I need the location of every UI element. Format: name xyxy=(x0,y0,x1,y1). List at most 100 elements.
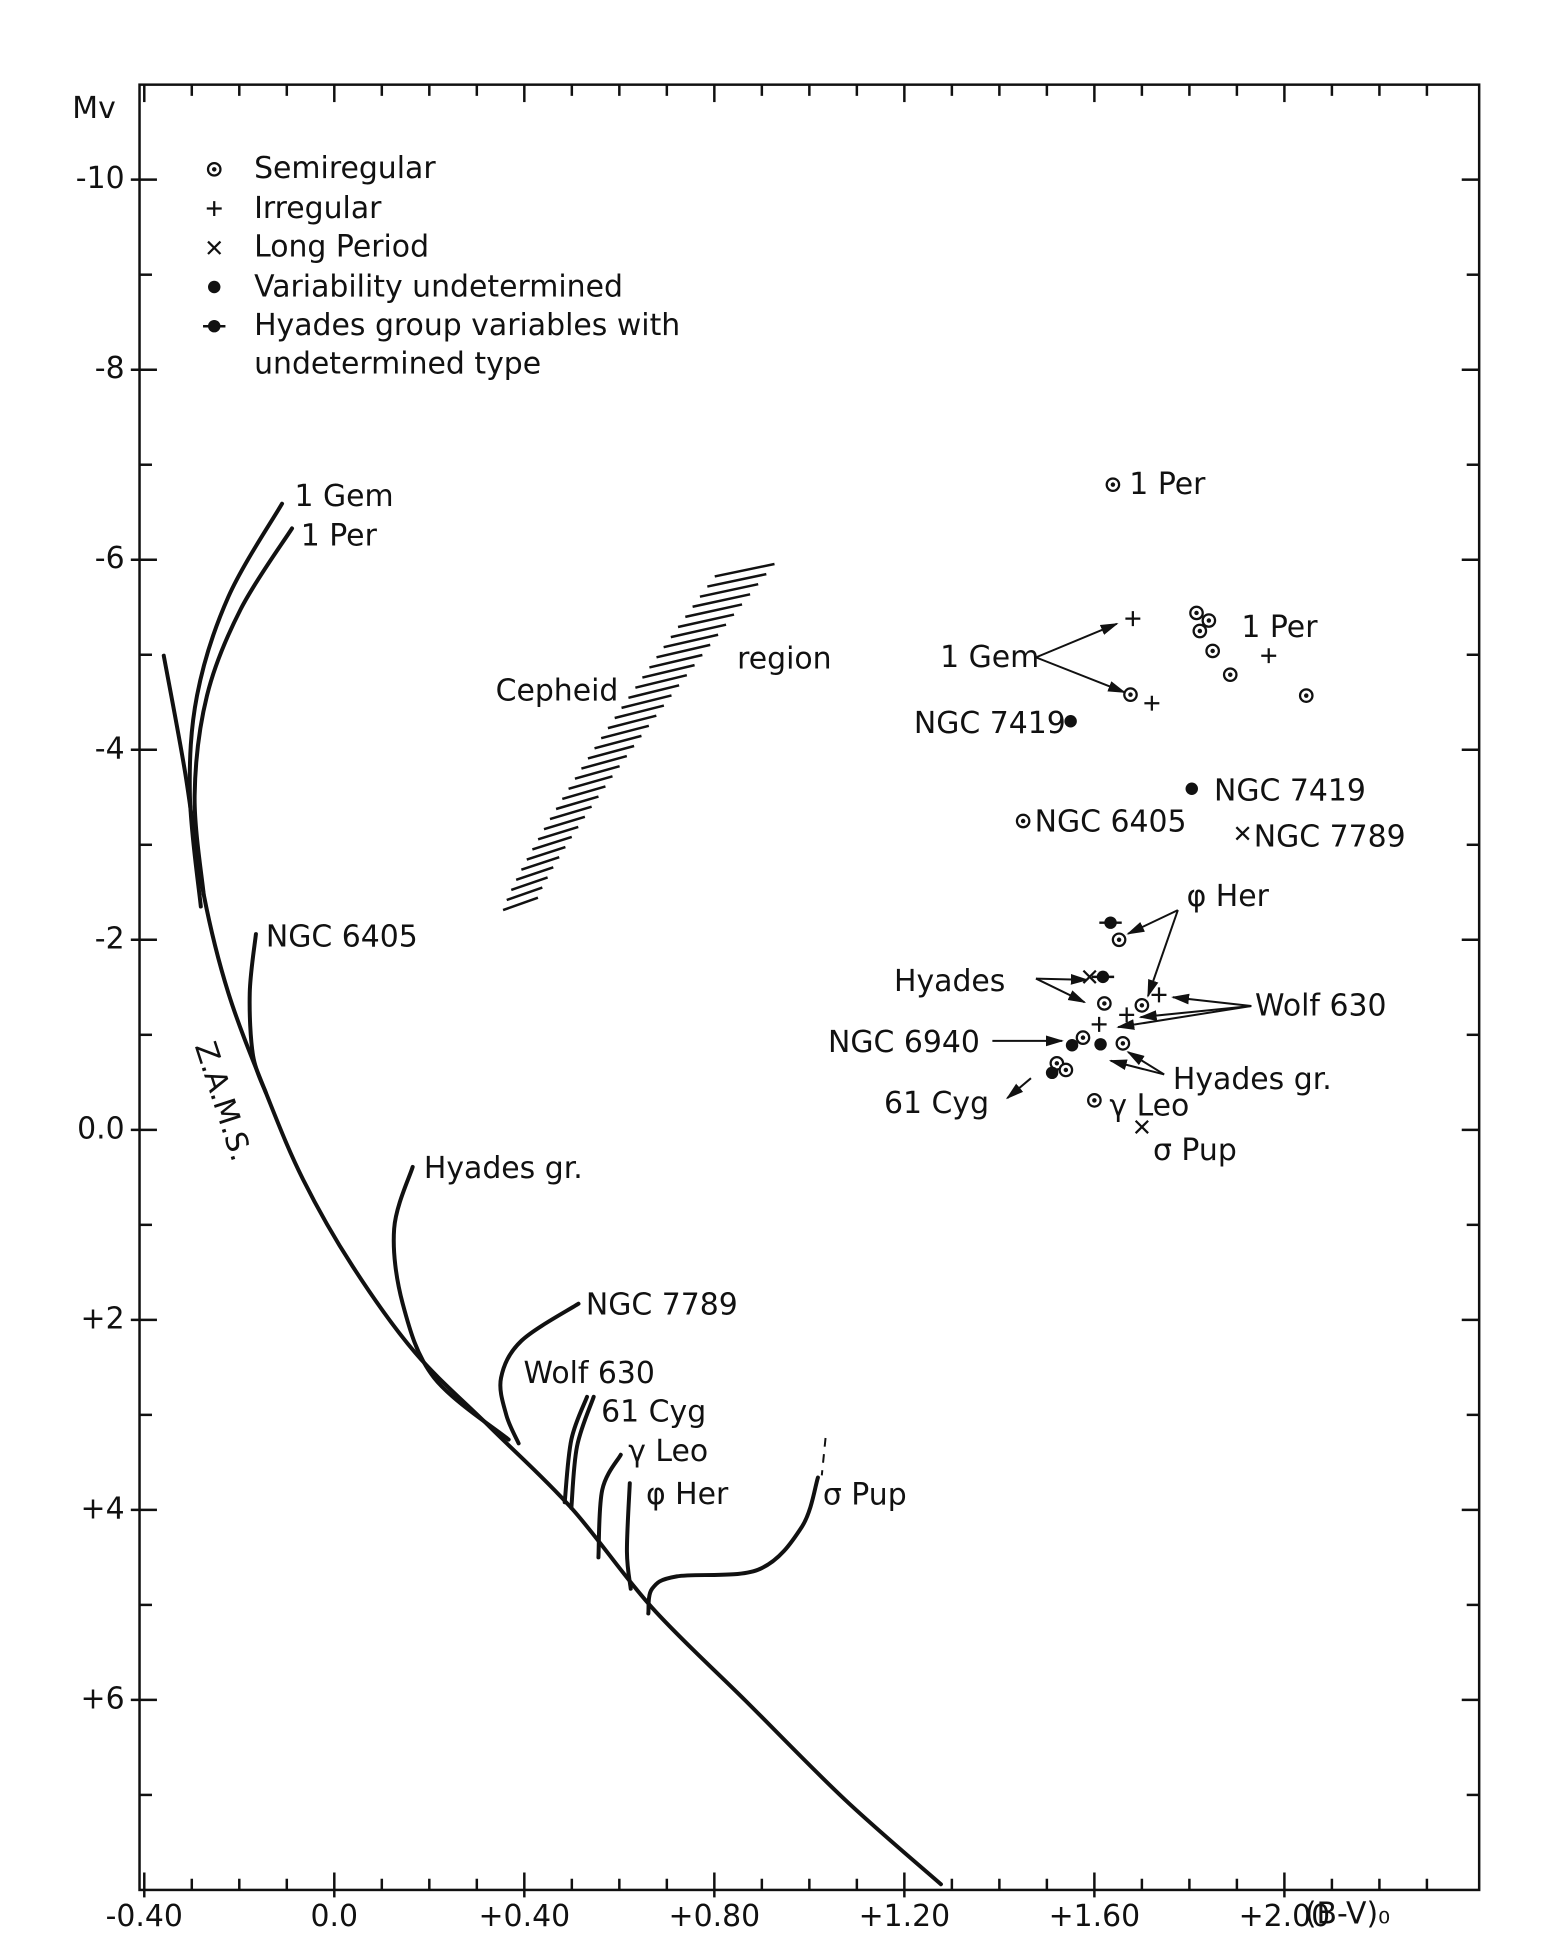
x-tick-label: +1.20 xyxy=(859,1899,951,1934)
marker-part xyxy=(1063,1067,1069,1073)
x-tick-label: 0.0 xyxy=(311,1899,359,1934)
marker-part xyxy=(1125,611,1141,627)
marker-part xyxy=(1116,937,1122,943)
point xyxy=(1134,1119,1149,1134)
legend-marker xyxy=(206,161,222,177)
point xyxy=(1205,643,1221,659)
point xyxy=(1261,648,1277,664)
point xyxy=(1094,1038,1107,1051)
marker-part xyxy=(208,280,221,294)
arrow xyxy=(1171,993,1252,1007)
marker-part xyxy=(1082,969,1097,984)
y-tick-label: +6 xyxy=(81,1681,125,1716)
arrow xyxy=(1147,909,1179,998)
point xyxy=(1097,996,1112,1011)
marker-part xyxy=(206,201,222,217)
evolution-track xyxy=(192,526,295,897)
point xyxy=(1082,969,1097,984)
track-label: NGC 7789 xyxy=(586,1288,738,1323)
point xyxy=(1091,1016,1107,1032)
cepheid-hatch xyxy=(685,603,743,619)
annotation: 61 Cyg xyxy=(884,1086,989,1121)
marker-part xyxy=(1091,1016,1107,1032)
evolution-track xyxy=(624,1481,633,1591)
track-label: Wolf 630 xyxy=(524,1356,655,1391)
legend-label: Hyades group variables with undetermined… xyxy=(254,307,681,381)
point xyxy=(1123,687,1138,702)
legend-entry: Variability undetermined xyxy=(254,268,623,303)
marker-part xyxy=(1194,610,1199,616)
annotation: 1 Per xyxy=(1129,467,1206,502)
cepheid-hatch xyxy=(635,674,688,689)
x-tick-label: +2.00 xyxy=(1239,1899,1331,1934)
marker-part xyxy=(1139,1003,1145,1008)
arrows xyxy=(820,622,1252,1476)
marker-part xyxy=(1065,1039,1079,1052)
track-extension xyxy=(820,1437,827,1476)
cepheid-hatch xyxy=(581,754,628,770)
cepheid-hatch xyxy=(594,734,642,750)
marker-part xyxy=(1104,916,1117,929)
annotation: 1 Gem xyxy=(940,640,1039,675)
cepheid-hatch xyxy=(699,582,759,598)
marker-part xyxy=(208,319,221,333)
cepheid-hatch xyxy=(520,856,560,871)
x-tick-label: +0.80 xyxy=(669,1899,761,1934)
marker-part xyxy=(211,167,217,172)
evolution-track xyxy=(187,501,285,909)
legend-entry: Irregular xyxy=(254,189,382,225)
legend-marker xyxy=(203,319,226,333)
evolution-track xyxy=(562,1394,590,1505)
cepheid-hatch xyxy=(515,866,554,881)
y-axis-label: Mv xyxy=(72,91,115,126)
cepheid-hatch xyxy=(587,744,635,760)
annotation: NGC 7789 xyxy=(1254,819,1406,854)
x-tick-label: +0.40 xyxy=(479,1899,571,1934)
point xyxy=(1201,613,1217,628)
marker-part xyxy=(1206,618,1212,623)
point xyxy=(1058,1062,1074,1078)
legend-label: Irregular xyxy=(254,189,382,225)
marker-part xyxy=(1092,1098,1097,1103)
marker-part xyxy=(1102,1001,1107,1006)
arrow xyxy=(1035,977,1087,1004)
point xyxy=(1192,623,1208,639)
cepheid-hatch xyxy=(677,613,735,629)
legend-entry: Semiregular xyxy=(254,151,436,186)
cepheid-hatch xyxy=(537,825,579,841)
track-label: NGC 6405 xyxy=(266,919,418,954)
annotation: NGC 7419 xyxy=(1214,773,1366,808)
evolution-track xyxy=(247,932,268,1095)
cepheid-hatch xyxy=(649,653,703,669)
y-tick-label: +2 xyxy=(81,1301,125,1336)
track-label: 1 Per xyxy=(301,519,378,554)
cepheid-hatch xyxy=(543,815,586,831)
cepheid-hatch xyxy=(714,562,775,578)
arrow xyxy=(1005,1077,1032,1100)
marker-part xyxy=(1151,987,1167,1003)
marker-part xyxy=(1128,692,1133,697)
cepheid-hatch xyxy=(526,845,566,861)
cepheid-hatch xyxy=(502,896,539,912)
annotation: NGC 6405 xyxy=(1035,804,1187,839)
marker-part xyxy=(1210,648,1215,654)
arrow xyxy=(1116,1004,1252,1030)
annotation: region xyxy=(737,641,831,676)
marker-part xyxy=(1119,1007,1135,1023)
annotation: φ Her xyxy=(1187,879,1270,914)
annotation: Hyades gr. xyxy=(1173,1062,1332,1097)
marker-part xyxy=(1045,1066,1059,1080)
arrow xyxy=(1138,1004,1252,1021)
marker-part xyxy=(1120,1041,1126,1046)
annotation: NGC 7419 xyxy=(914,706,1066,741)
arrow xyxy=(1035,974,1089,985)
point xyxy=(1065,1039,1079,1052)
point xyxy=(1222,667,1238,683)
point xyxy=(1075,1030,1091,1046)
y-tick-label: -4 xyxy=(95,731,125,766)
marker-part xyxy=(1020,818,1026,824)
arrow xyxy=(1035,656,1127,694)
point xyxy=(1111,932,1127,948)
